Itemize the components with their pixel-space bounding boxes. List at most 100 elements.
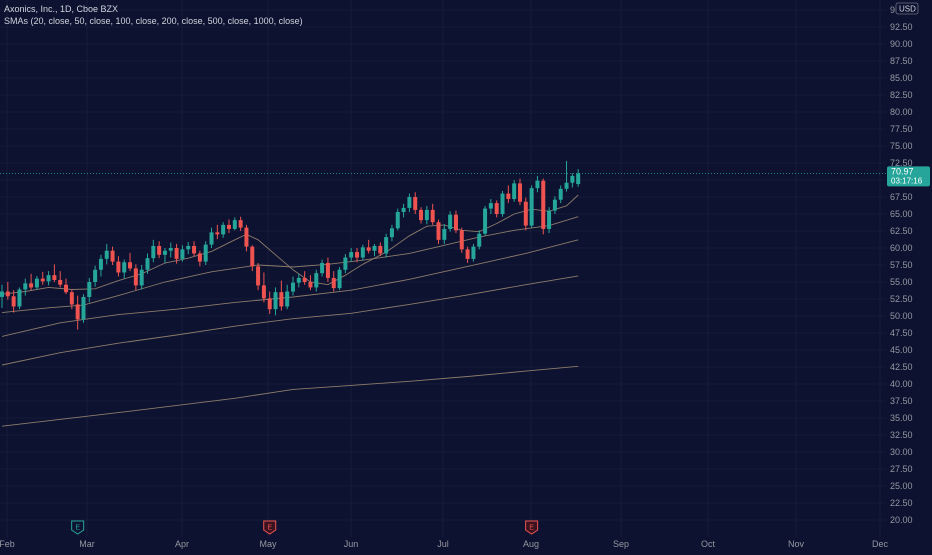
candle bbox=[116, 256, 121, 277]
candle-body bbox=[296, 277, 301, 283]
time-axis[interactable]: Feb Mar Apr May Jun Jul Aug Sep Oct Nov Dec bbox=[0, 539, 888, 549]
candle-body bbox=[302, 277, 307, 282]
price-tick-label: 40.00 bbox=[890, 379, 913, 389]
candle bbox=[145, 253, 150, 274]
candle-body bbox=[98, 258, 103, 270]
candle bbox=[23, 278, 28, 296]
earnings-label: E bbox=[529, 525, 534, 532]
candle-body bbox=[541, 180, 546, 229]
candle-body bbox=[151, 245, 156, 259]
price-tick-label: 90.00 bbox=[890, 39, 913, 49]
candle bbox=[250, 245, 255, 272]
candle-body bbox=[366, 247, 371, 251]
candle-body bbox=[232, 220, 237, 229]
price-tick-label: 67.50 bbox=[890, 192, 913, 202]
candle bbox=[139, 265, 144, 290]
price-tick-label: 47.50 bbox=[890, 328, 913, 338]
candle bbox=[384, 233, 389, 258]
candle-body bbox=[0, 291, 4, 297]
currency-label: USD bbox=[899, 5, 916, 14]
candle-body bbox=[168, 248, 173, 251]
candle bbox=[442, 224, 447, 244]
candle bbox=[162, 248, 167, 263]
price-tick-label: 45.00 bbox=[890, 345, 913, 355]
candle bbox=[52, 264, 57, 282]
candle bbox=[128, 252, 133, 272]
candle bbox=[378, 242, 383, 257]
candle bbox=[174, 243, 179, 264]
price-tick-label: 42.50 bbox=[890, 362, 913, 372]
candle bbox=[104, 243, 109, 265]
currency-badge[interactable]: USD bbox=[895, 2, 919, 15]
price-axis-bg[interactable] bbox=[886, 0, 932, 550]
candle bbox=[168, 242, 173, 258]
candle bbox=[424, 205, 429, 225]
candle bbox=[296, 273, 301, 288]
price-tick-label: 50.00 bbox=[890, 311, 913, 321]
candle bbox=[448, 211, 453, 232]
candle-body bbox=[419, 209, 424, 221]
candle bbox=[349, 248, 354, 262]
candle-body bbox=[517, 183, 522, 202]
candle-body bbox=[378, 245, 383, 254]
candle-body bbox=[174, 248, 179, 259]
candle-body bbox=[279, 292, 284, 307]
candle-body bbox=[69, 292, 74, 305]
candle bbox=[157, 241, 162, 259]
candle bbox=[325, 257, 330, 282]
candle bbox=[93, 265, 98, 287]
price-tick-label: 37.50 bbox=[890, 396, 913, 406]
candle-body bbox=[145, 258, 150, 270]
earnings-marker[interactable]: E bbox=[71, 520, 85, 535]
countdown-label: 03:17:16 bbox=[891, 176, 923, 185]
candle bbox=[279, 280, 284, 311]
chart-legend[interactable]: Axonics, Inc., 1D, Cboe BZX SMAs (20, cl… bbox=[4, 3, 303, 27]
candle bbox=[401, 203, 406, 218]
candle-body bbox=[355, 252, 360, 258]
sma-line bbox=[1, 275, 579, 366]
candle-body bbox=[343, 257, 348, 270]
sma-line bbox=[1, 216, 579, 314]
candle-body bbox=[162, 250, 167, 255]
candle-body bbox=[407, 197, 412, 208]
candle bbox=[389, 224, 394, 242]
time-axis-bg[interactable] bbox=[0, 537, 932, 550]
candle-body bbox=[325, 262, 330, 278]
symbol-title[interactable]: Axonics, Inc., 1D, Cboe BZX bbox=[4, 4, 119, 14]
time-tick-label: Aug bbox=[523, 539, 539, 549]
price-tick-label: 85.00 bbox=[890, 73, 913, 83]
candle bbox=[500, 190, 505, 217]
candle-body bbox=[133, 268, 138, 286]
price-axis[interactable]: 20.00 22.50 25.00 27.50 30.00 32.50 35.00 37.50… bbox=[890, 5, 913, 525]
price-tick-label: 77.50 bbox=[890, 124, 913, 134]
price-tick-label: 92.50 bbox=[890, 22, 913, 32]
earnings-marker[interactable]: E bbox=[525, 520, 539, 535]
candle bbox=[337, 267, 342, 291]
last-price-tag: 70.97 03:17:16 bbox=[887, 166, 930, 187]
candle bbox=[58, 271, 63, 288]
price-tick-label: 57.50 bbox=[890, 260, 913, 270]
candle-body bbox=[552, 199, 557, 211]
time-tick-label: Mar bbox=[79, 539, 95, 549]
candle-body bbox=[506, 193, 511, 200]
candle-body bbox=[139, 269, 144, 286]
candle bbox=[285, 284, 290, 310]
indicator-title[interactable]: SMAs (20, close, 50, close, 100, close, … bbox=[4, 16, 303, 26]
sma-line bbox=[1, 239, 579, 337]
candle bbox=[29, 273, 34, 291]
candle-body bbox=[465, 249, 470, 259]
price-tick-label: 25.00 bbox=[890, 481, 913, 491]
candle-body bbox=[29, 283, 34, 288]
candle-body bbox=[442, 228, 447, 240]
earnings-badge-shape bbox=[71, 520, 85, 535]
earnings-marker[interactable]: E bbox=[263, 520, 277, 535]
price-tick-label: 95 bbox=[890, 5, 900, 15]
candle bbox=[75, 295, 80, 330]
candle bbox=[215, 224, 220, 240]
price-tick-label: 22.50 bbox=[890, 498, 913, 508]
price-tick-label: 27.50 bbox=[890, 464, 913, 474]
candle bbox=[203, 241, 208, 265]
